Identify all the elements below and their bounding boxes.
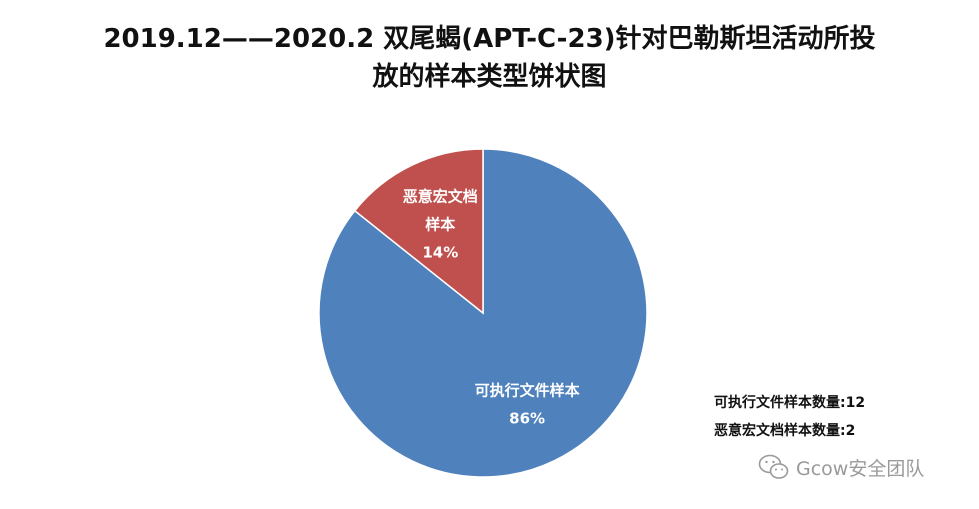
legend-note-executable: 可执行文件样本数量:12 [714,395,866,411]
chart-title: 2019.12——2020.2 双尾蝎(APT-C-23)针对巴勒斯坦活动所投 … [0,20,979,96]
pie-slice-1-label: 恶意宏文档 [403,187,478,205]
watermark-text: Gcow安全团队 [796,457,925,480]
pie-slice-1 [353,148,484,315]
pie-slice-0-percent: 86% [509,410,545,428]
pie-slice-1-percent: 14% [422,243,458,261]
chart-title-line-1: 2019.12——2020.2 双尾蝎(APT-C-23)针对巴勒斯坦活动所投 [103,24,876,54]
wechat-icon [758,454,789,479]
pie-slice-1-label: 样本 [425,215,455,233]
chart-title-line-2: 放的样本类型饼状图 [372,62,607,92]
legend-note-macro: 恶意宏文档样本数量:2 [714,423,856,439]
pie-slice-0-label: 可执行文件样本 [475,382,580,400]
watermark: Gcow安全团队 [758,452,924,482]
